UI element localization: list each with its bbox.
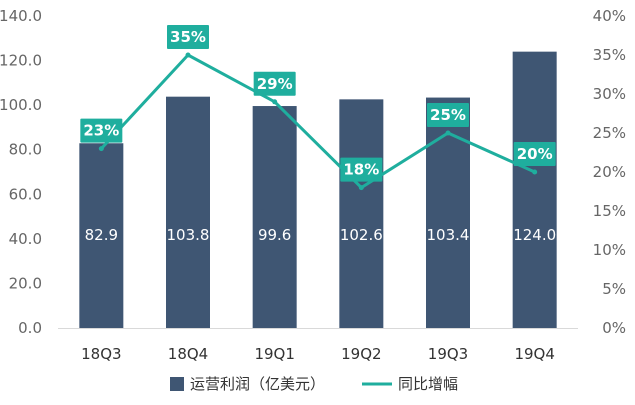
yoy-label-box bbox=[513, 142, 556, 166]
y-right-tick-label: 5% bbox=[602, 280, 626, 298]
y-right-tick-label: 10% bbox=[593, 241, 626, 259]
y-right-tick-label: 35% bbox=[593, 46, 626, 64]
legend-swatch-bar bbox=[170, 377, 184, 391]
bar-19q2 bbox=[339, 99, 384, 328]
y-left-tick-label: 0.0 bbox=[18, 319, 42, 337]
y-right-tick-label: 30% bbox=[593, 85, 626, 103]
yoy-label-text: 23% bbox=[83, 122, 119, 140]
y-right-tick-label: 40% bbox=[593, 7, 626, 25]
yoy-label-text: 35% bbox=[170, 28, 206, 46]
y-right-tick-label: 15% bbox=[593, 202, 626, 220]
line-point-19q4 bbox=[532, 169, 538, 175]
yoy-label-text: 29% bbox=[257, 75, 293, 93]
line-point-19q3 bbox=[445, 130, 451, 136]
y-left-tick-label: 120.0 bbox=[0, 52, 42, 70]
bar-value-label: 82.9 bbox=[85, 226, 118, 244]
line-points bbox=[98, 52, 538, 191]
bar-series bbox=[79, 51, 557, 329]
x-tick-label: 18Q4 bbox=[168, 345, 208, 363]
y-left-tick-label: 140.0 bbox=[0, 7, 42, 25]
legend-label-line: 同比增幅 bbox=[398, 375, 458, 393]
y-right-tick-label: 0% bbox=[602, 319, 626, 337]
x-tick-label: 18Q3 bbox=[81, 345, 121, 363]
x-tick-label: 19Q4 bbox=[514, 345, 554, 363]
bar-18q4 bbox=[166, 96, 210, 328]
y-right-tick-label: 25% bbox=[593, 124, 626, 142]
legend: 运营利润（亿美元） 同比增幅 bbox=[170, 375, 458, 393]
x-tick-label: 19Q2 bbox=[341, 345, 381, 363]
line-series-yoy bbox=[99, 53, 537, 190]
yoy-label-text: 20% bbox=[517, 145, 553, 163]
legend-label-bar: 运营利润（亿美元） bbox=[190, 375, 325, 393]
bar-19q1 bbox=[252, 106, 297, 328]
line-point-18q3 bbox=[98, 146, 104, 152]
yoy-labels: 23% 35% 29% 18% 25% 20% bbox=[80, 25, 556, 182]
line-point-19q2 bbox=[358, 185, 364, 191]
y-left-tick-label: 40.0 bbox=[9, 230, 42, 248]
bar-value-label: 103.4 bbox=[427, 226, 470, 244]
bar-18q3 bbox=[79, 143, 124, 328]
yoy-label-box bbox=[427, 103, 469, 127]
y-right-tick-label: 20% bbox=[593, 163, 626, 181]
bar-value-labels: 82.9 103.8 99.6 102.6 103.4 124.0 bbox=[85, 226, 557, 244]
yoy-label-box bbox=[253, 71, 296, 96]
y-left-tick-label: 20.0 bbox=[9, 274, 42, 292]
bar-value-label: 99.6 bbox=[258, 226, 291, 244]
y-left-tick-label: 80.0 bbox=[9, 141, 42, 159]
line-point-19q1 bbox=[272, 99, 278, 105]
line-point-18q4 bbox=[185, 52, 191, 58]
bar-19q4 bbox=[512, 51, 557, 329]
x-tick-label: 19Q3 bbox=[428, 345, 468, 363]
bar-value-label: 103.8 bbox=[167, 226, 210, 244]
bar-value-label: 102.6 bbox=[340, 226, 383, 244]
x-axis-categories: 18Q3 18Q4 19Q1 19Q2 19Q3 19Q4 bbox=[81, 345, 555, 363]
y-left-tick-label: 100.0 bbox=[0, 96, 42, 114]
x-tick-label: 19Q1 bbox=[254, 345, 294, 363]
yoy-label-text: 18% bbox=[343, 161, 379, 179]
y-left-tick-label: 60.0 bbox=[9, 185, 42, 203]
y-axis-left: 0.0 20.0 40.0 60.0 80.0 100.0 120.0 140.0 bbox=[0, 7, 42, 337]
yoy-label-box bbox=[340, 157, 383, 182]
yoy-label-box bbox=[167, 25, 209, 49]
y-axis-right: 0% 5% 10% 15% 20% 25% 30% 35% 40% bbox=[593, 7, 626, 337]
bar-value-label: 124.0 bbox=[513, 226, 556, 244]
yoy-label-box bbox=[80, 118, 123, 143]
bar-19q3 bbox=[426, 97, 470, 329]
yoy-label-text: 25% bbox=[430, 106, 466, 124]
